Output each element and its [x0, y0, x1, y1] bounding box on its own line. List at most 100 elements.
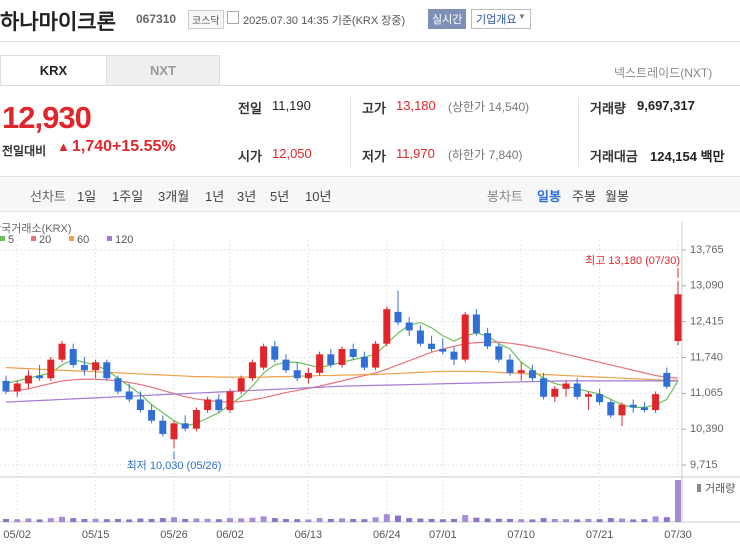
- volume-bar: [518, 519, 525, 522]
- stat-value: 11,190: [272, 98, 311, 113]
- legend-swatch: [107, 236, 112, 241]
- volume-bar: [675, 480, 681, 522]
- volume-bar: [148, 518, 155, 522]
- change-rate: +15.55%: [112, 138, 176, 155]
- realtime-badge[interactable]: 실시간: [428, 9, 467, 29]
- change: 1,740: [72, 138, 113, 155]
- period-button[interactable]: 5년: [270, 189, 290, 204]
- candle-body: [170, 423, 178, 440]
- y-tick-label: 11,740: [690, 351, 723, 363]
- period-button[interactable]: 3년: [237, 189, 257, 204]
- candle-body: [282, 359, 290, 371]
- candle-body: [204, 399, 212, 411]
- tab-krx[interactable]: KRX: [0, 55, 107, 86]
- candle-body: [461, 314, 469, 360]
- volume-bar: [439, 519, 446, 522]
- candle-body: [125, 391, 133, 400]
- volume-bar: [563, 519, 569, 522]
- candle-body: [36, 375, 44, 379]
- volume-bar: [238, 518, 245, 522]
- candle-button[interactable]: 주봉: [572, 189, 596, 204]
- candle-body: [215, 399, 223, 411]
- up-arrow: ▲: [57, 139, 70, 154]
- volume-bar: [204, 518, 211, 522]
- candle-button[interactable]: 월봉: [605, 189, 629, 204]
- candle-body: [562, 383, 570, 389]
- volume-bar: [70, 518, 77, 522]
- volume-bar: [473, 517, 480, 522]
- period-button[interactable]: 1주일: [112, 189, 144, 204]
- candle-body: [394, 311, 402, 323]
- candle-body: [450, 351, 458, 360]
- volume-bar: [103, 519, 110, 522]
- change-label: 전일대비: [2, 144, 47, 158]
- period-button[interactable]: 3개월: [158, 189, 190, 204]
- legend-swatch: [69, 236, 74, 241]
- nxt-link[interactable]: 넥스트레이드(NXT): [614, 66, 713, 80]
- candle-body: [248, 362, 256, 379]
- toolbar-label: 선차트: [30, 189, 66, 204]
- calendar-icon: [227, 11, 239, 24]
- legend-swatch: [31, 236, 36, 241]
- candle-body: [304, 372, 312, 379]
- timestamp: 2025.07.30 14:35 기준(KRX 장중): [243, 15, 406, 27]
- volume-bar: [484, 518, 491, 522]
- separator: [578, 97, 579, 167]
- candle-body: [349, 349, 357, 357]
- x-tick-label: 06/02: [216, 529, 244, 541]
- volume-bar: [47, 518, 54, 522]
- volume-bar: [283, 518, 289, 522]
- candle-body: [80, 364, 88, 371]
- candle-body: [540, 378, 548, 397]
- period-button[interactable]: 1년: [205, 189, 225, 204]
- volume-bar: [227, 518, 233, 522]
- candle-body: [416, 330, 424, 344]
- candle-body: [92, 362, 100, 371]
- stat-value: 11,970: [396, 146, 435, 161]
- legend-label: 60: [77, 234, 89, 246]
- volume-bar: [641, 519, 648, 522]
- volume-bar: [159, 518, 166, 522]
- candle-body: [237, 378, 245, 392]
- stat-value: 12,050: [272, 146, 312, 161]
- stat-label: 거래대금: [590, 149, 638, 164]
- volume-bar: [305, 519, 312, 522]
- candle-body: [69, 349, 77, 365]
- stat-extra: (상한가 14,540): [448, 100, 530, 114]
- company-button[interactable]: 기업개요: [471, 9, 532, 29]
- candle-body: [663, 372, 671, 387]
- candle-body: [271, 346, 279, 360]
- candle-body: [551, 388, 559, 397]
- candle-body: [136, 399, 144, 411]
- period-button[interactable]: 1일: [77, 189, 97, 204]
- legend-swatch: [0, 236, 5, 241]
- volume-bar: [596, 519, 603, 522]
- candle-body: [618, 404, 626, 416]
- x-tick-label: 07/01: [429, 529, 457, 541]
- x-tick-label: 06/24: [373, 529, 401, 541]
- legend-label: 5: [8, 234, 14, 246]
- x-tick-label: 07/10: [507, 529, 535, 541]
- volume-bar: [182, 518, 189, 522]
- legend-label: 120: [115, 234, 133, 246]
- stat-label: 전일: [238, 101, 262, 116]
- candle-button[interactable]: 일봉: [537, 189, 561, 204]
- volume-bar: [630, 519, 637, 522]
- candle-body: [629, 404, 637, 408]
- x-tick-label: 06/13: [295, 529, 323, 541]
- candle-body: [316, 354, 324, 373]
- volume-bar: [585, 518, 592, 522]
- candle-body: [484, 333, 492, 347]
- stat-value: 9,697,317: [637, 98, 695, 113]
- candle-body: [181, 423, 189, 429]
- period-button[interactable]: 10년: [305, 189, 332, 204]
- stat-value: 13,180: [396, 98, 436, 113]
- volume-bar: [36, 519, 43, 522]
- volume-bar: [406, 518, 413, 522]
- candle-body: [596, 394, 604, 403]
- candle-body: [472, 314, 480, 334]
- separator: [350, 97, 351, 167]
- candle-body: [573, 383, 581, 397]
- candle-body: [428, 343, 436, 350]
- volume-bar: [529, 519, 536, 522]
